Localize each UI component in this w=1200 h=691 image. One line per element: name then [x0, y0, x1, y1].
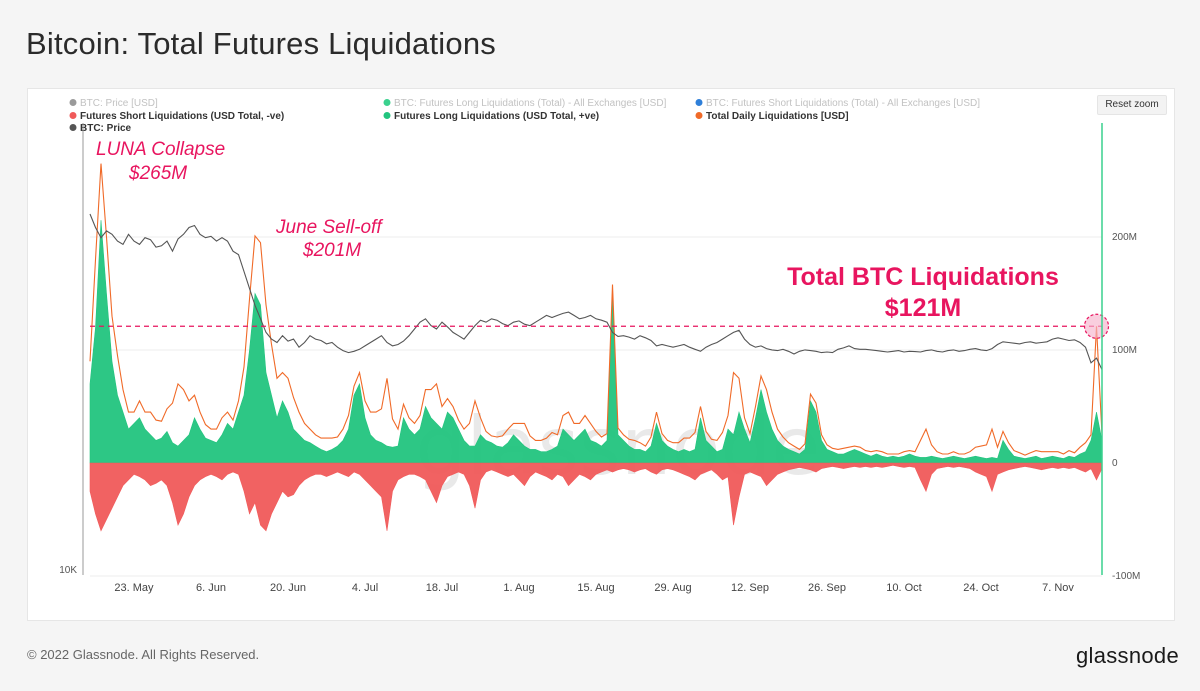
legend-marker: [383, 112, 391, 119]
legend-label: Total Daily Liquidations [USD]: [706, 111, 849, 122]
legend: BTC: Price [USD] BTC: Futures Long Liquid…: [69, 98, 981, 134]
reset-zoom-button[interactable]: Reset zoom: [1097, 95, 1167, 115]
legend-item[interactable]: BTC: Futures Short Liquidations (Total) …: [695, 98, 981, 109]
btc-price-line: [89, 213, 1103, 370]
x-tick-label: 20. Jun: [270, 582, 306, 594]
page-title: Bitcoin: Total Futures Liquidations: [26, 26, 496, 61]
legend-item[interactable]: BTC: Price: [69, 123, 132, 134]
legend-label: BTC: Futures Long Liquidations (Total) -…: [394, 98, 667, 109]
annotation-luna-value: $265M: [128, 163, 187, 184]
annotation-total-title: Total BTC Liquidations: [787, 263, 1059, 291]
legend-marker: [69, 124, 77, 131]
x-tick-label: 24. Oct: [963, 582, 998, 594]
legend-label: BTC: Futures Short Liquidations (Total) …: [706, 98, 980, 109]
y-tick-label: -100M: [1112, 571, 1140, 582]
legend-label: Futures Short Liquidations (USD Total, -…: [80, 111, 284, 122]
x-tick-label: 1. Aug: [503, 582, 534, 594]
x-tick-label: 4. Jul: [352, 582, 378, 594]
annotation-june-title: June Sell-off: [275, 217, 383, 238]
legend-item[interactable]: BTC: Futures Long Liquidations (Total) -…: [383, 98, 667, 109]
liquidations-chart: BTC: Price [USD] BTC: Futures Long Liquid…: [59, 98, 1140, 594]
short-liquidations-area: [89, 462, 1103, 532]
legend-marker: [695, 112, 703, 119]
highlight-marker: [1083, 313, 1110, 339]
legend-item[interactable]: Futures Long Liquidations (USD Total, +v…: [383, 111, 600, 122]
y-tick-label: 200M: [1112, 232, 1137, 243]
x-tick-label: 7. Nov: [1042, 582, 1074, 594]
legend-label: BTC: Price [USD]: [80, 98, 158, 109]
chart-panel: BTC: Price [USD] BTC: Futures Long Liquid…: [27, 88, 1175, 621]
annotations: LUNA Collapse $265M June Sell-off $201M …: [96, 139, 1059, 322]
legend-item[interactable]: BTC: Price [USD]: [69, 98, 159, 109]
x-tick-label: 29. Aug: [654, 582, 691, 594]
y-tick-label: 100M: [1112, 345, 1137, 356]
long-liquidations-area: [89, 220, 1103, 464]
left-axis-label: 10K: [59, 565, 77, 576]
glassnode-logo: glassnode: [1076, 643, 1179, 668]
copyright: © 2022 Glassnode. All Rights Reserved.: [27, 647, 260, 662]
x-tick-label: 18. Jul: [426, 582, 458, 594]
annotation-luna-title: LUNA Collapse: [96, 139, 225, 160]
total-liquidations-line: [89, 163, 1103, 456]
annotation-total-value: $121M: [885, 294, 961, 322]
x-tick-label: 23. May: [114, 582, 154, 594]
legend-label: BTC: Price: [80, 123, 132, 134]
x-tick-label: 10. Oct: [886, 582, 921, 594]
legend-item[interactable]: Futures Short Liquidations (USD Total, -…: [69, 111, 285, 122]
axes: 10K 200M 100M 0 -100M 23. May 6. Jun 20. Jun 4. …: [59, 123, 1140, 594]
legend-marker: [695, 99, 703, 106]
x-tick-label: 6. Jun: [196, 582, 226, 594]
y-tick-label: 0: [1112, 458, 1118, 469]
legend-marker: [69, 99, 77, 106]
legend-marker: [383, 99, 391, 106]
annotation-june-value: $201M: [302, 240, 361, 261]
x-tick-label: 15. Aug: [577, 582, 614, 594]
legend-marker: [69, 112, 77, 119]
x-tick-label: 12. Sep: [731, 582, 769, 594]
legend-item[interactable]: Total Daily Liquidations [USD]: [695, 111, 849, 122]
x-tick-label: 26. Sep: [808, 582, 846, 594]
legend-label: Futures Long Liquidations (USD Total, +v…: [394, 111, 599, 122]
